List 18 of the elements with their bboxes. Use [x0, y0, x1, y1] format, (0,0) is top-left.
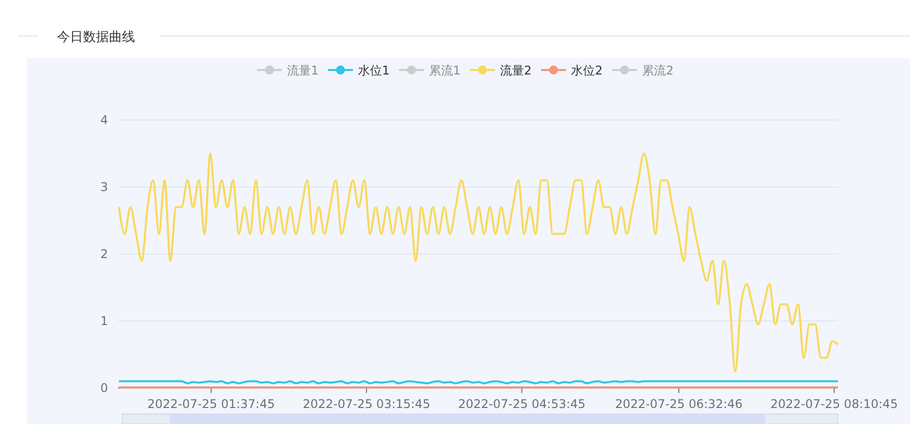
x-tick-label: 2022-07-25 08:10:45 [770, 397, 898, 411]
legend-label: 累流2 [642, 64, 674, 78]
legend-label: 累流1 [429, 64, 461, 78]
y-tick-label: 0 [100, 381, 108, 395]
y-tick-label: 2 [100, 247, 108, 261]
legend-label: 流量1 [287, 64, 319, 78]
x-tick-label: 2022-07-25 01:37:45 [147, 397, 275, 411]
y-tick-label: 3 [100, 180, 108, 194]
y-tick-label: 4 [100, 113, 108, 127]
chart-title: 今日数据曲线 [57, 30, 135, 45]
x-tick-label: 2022-07-25 06:32:46 [615, 397, 743, 411]
x-tick-label: 2022-07-25 03:15:45 [302, 397, 430, 411]
legend-label: 流量2 [500, 64, 532, 78]
y-tick-label: 1 [100, 314, 108, 328]
legend-label: 水位1 [358, 64, 390, 78]
line-series [118, 152, 839, 372]
legend-label: 水位2 [571, 64, 603, 78]
x-tick-label: 2022-07-25 04:53:45 [458, 397, 586, 411]
